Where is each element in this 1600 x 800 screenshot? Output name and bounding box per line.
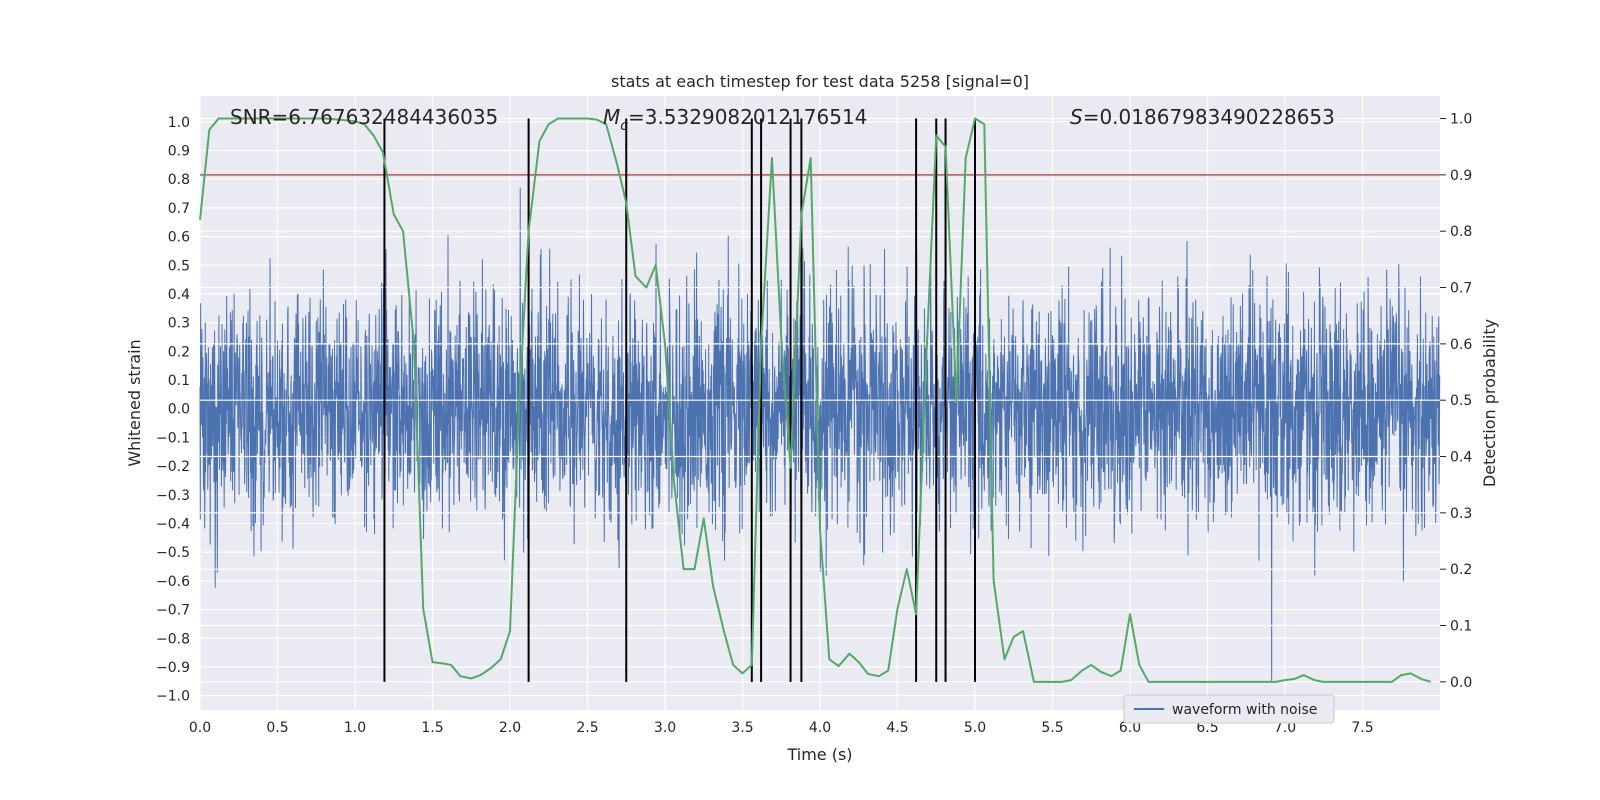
x-tick-label: 3.5 — [731, 720, 753, 736]
x-tick-label: 1.0 — [344, 720, 366, 736]
y-tick-label: 0.5 — [168, 258, 190, 274]
y-tick-label: 0.6 — [168, 230, 190, 246]
s-annotation: S=0.01867983490228653 — [1070, 105, 1335, 129]
y2-tick-label: 0.4 — [1450, 450, 1472, 466]
y-tick-label: −0.3 — [156, 488, 190, 504]
y2-tick-label: 0.2 — [1450, 562, 1472, 578]
legend-label: waveform with noise — [1172, 702, 1317, 718]
chart-title: stats at each timestep for test data 525… — [611, 72, 1029, 91]
y-axis-ticks: 1.0 0.9 0.8 0.7 0.6 0.5 0.4 0.3 0.2 0.1 0.0 −0.1 −0.… — [156, 115, 190, 705]
detection-probability-series — [199, 117, 1431, 683]
y-tick-label: −0.4 — [156, 517, 190, 533]
y-tick-label: −0.6 — [156, 574, 190, 590]
x-tick-label: 7.5 — [1351, 720, 1373, 736]
chirp-mass-value: =3.5329082012176514 — [628, 105, 867, 129]
x-tick-label: 4.5 — [886, 720, 908, 736]
y-tick-label: −1.0 — [156, 689, 190, 705]
x-tick-label: 7.0 — [1274, 720, 1296, 736]
s-symbol: S — [1070, 105, 1083, 129]
legend: waveform with noise — [1123, 694, 1335, 724]
y-axis-label: Whitened strain — [125, 339, 144, 466]
legend-box — [1123, 694, 1335, 724]
y-tick-label: 0.8 — [168, 172, 190, 188]
probability-path — [199, 117, 1431, 683]
y-tick-label: −0.7 — [156, 603, 190, 619]
x-tick-label: 2.5 — [576, 720, 598, 736]
y-tick-label: 0.3 — [168, 316, 190, 332]
x-tick-label: 1.5 — [421, 720, 443, 736]
y-tick-label: 0.1 — [168, 373, 190, 389]
chirp-mass-annotation: Mc=3.5329082012176514 — [603, 105, 867, 134]
y-tick-label: 1.0 — [168, 115, 190, 131]
y2-tick-label: 0.8 — [1450, 224, 1472, 240]
x-tick-label: 2.0 — [499, 720, 521, 736]
y-tick-label: 0.9 — [168, 144, 190, 160]
vertical-markers — [383, 118, 976, 682]
s-value: =0.01867983490228653 — [1083, 105, 1335, 129]
x-tick-label: 4.0 — [809, 720, 831, 736]
chirp-mass-symbol: M — [603, 105, 620, 129]
y2-tick-label: 0.1 — [1450, 619, 1472, 635]
x-tick-label: 0.0 — [189, 720, 211, 736]
y2-tick-label: 1.0 — [1450, 112, 1472, 128]
waveform-series — [199, 187, 1441, 682]
x-axis-label: Time (s) — [786, 745, 852, 764]
y-tick-label: 0.2 — [168, 344, 190, 360]
x-tick-label: 6.0 — [1119, 720, 1141, 736]
y-tick-label: −0.1 — [156, 430, 190, 446]
x-tick-label: 5.0 — [964, 720, 986, 736]
x-tick-label: 6.5 — [1196, 720, 1218, 736]
y-tick-label: −0.8 — [156, 631, 190, 647]
x-tick-label: 3.0 — [654, 720, 676, 736]
chirp-mass-subscript: c — [620, 118, 628, 134]
y2-axis-ticks: 1.0 0.9 0.8 0.7 0.6 0.5 0.4 0.3 0.2 0.1 0.0 — [1440, 112, 1472, 691]
y2-axis-label: Detection probability — [1480, 319, 1499, 487]
y-tick-label: −0.9 — [156, 660, 190, 676]
waveform-path — [199, 187, 1441, 682]
x-axis-ticks: 0.0 0.5 1.0 1.5 2.0 2.5 3.0 3.5 4.0 4.5 5.0 5.5 6.0 6… — [189, 720, 1374, 736]
y-tick-label: −0.2 — [156, 459, 190, 475]
y-tick-label: 0.4 — [168, 287, 190, 303]
x-tick-label: 0.5 — [266, 720, 288, 736]
y-tick-label: 0.7 — [168, 201, 190, 217]
x-tick-label: 5.5 — [1041, 720, 1063, 736]
y2-tick-label: 0.7 — [1450, 281, 1472, 297]
y2-tick-label: 0.0 — [1450, 675, 1472, 691]
grid — [199, 96, 1440, 710]
snr-annotation: SNR=6.767632484436035 — [230, 105, 498, 129]
y2-tick-label: 0.3 — [1450, 506, 1472, 522]
y2-tick-label: 0.9 — [1450, 168, 1472, 184]
y2-tick-label: 0.6 — [1450, 337, 1472, 353]
y2-tick-label: 0.5 — [1450, 393, 1472, 409]
y-tick-label: 0.0 — [168, 402, 190, 418]
y-tick-label: −0.5 — [156, 545, 190, 561]
